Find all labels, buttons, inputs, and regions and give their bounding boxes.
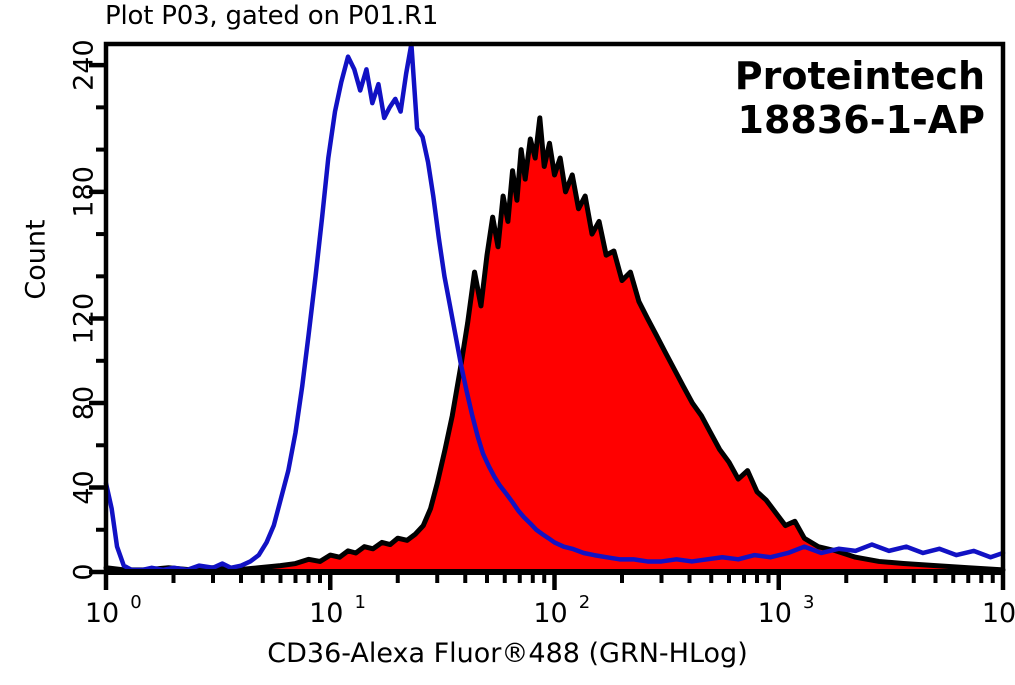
x-tick-exponent: 1 [355, 592, 366, 613]
y-tick-label: 240 [69, 39, 100, 91]
x-tick-exponent: 0 [130, 592, 141, 613]
x-tick-label-group: 10 0 [85, 592, 142, 629]
x-tick-label-group: 104 [982, 598, 1015, 629]
watermark-catalog-number: 18836-1-AP [737, 98, 985, 143]
x-tick-exponent: 2 [579, 592, 590, 613]
y-tick-label: 120 [69, 293, 100, 345]
x-tick-label: 10 [982, 598, 1015, 629]
y-tick-label: 0 [69, 563, 100, 580]
series-fill-cd36-stained [106, 117, 1003, 573]
series-line-control [103, 41, 1006, 573]
x-tick-label-group: 10 3 [758, 592, 815, 629]
x-tick-label-group: 10 1 [309, 592, 366, 629]
series-outline-cd36-stained [103, 115, 1006, 573]
x-tick-label: 10 [85, 598, 119, 629]
x-tick-label: 10 [533, 598, 567, 629]
page-title: Plot P03, gated on P01.R1 [105, 1, 439, 31]
watermark-brand: Proteintech [734, 54, 985, 98]
y-tick-label: 180 [69, 166, 100, 218]
x-tick-label-group: 10 2 [533, 592, 590, 629]
watermark-annotation: Proteintech 18836-1-AP [735, 54, 985, 143]
y-tick-label: 80 [69, 386, 100, 420]
x-tick-exponent: 3 [803, 592, 814, 613]
x-axis-title: CD36-Alexa Fluor®488 (GRN-HLog) [267, 638, 748, 669]
x-tick-label: 10 [758, 598, 792, 629]
plot-frame [103, 41, 1006, 572]
x-tick-label: 10 [309, 598, 343, 629]
y-tick-label: 40 [69, 470, 100, 504]
